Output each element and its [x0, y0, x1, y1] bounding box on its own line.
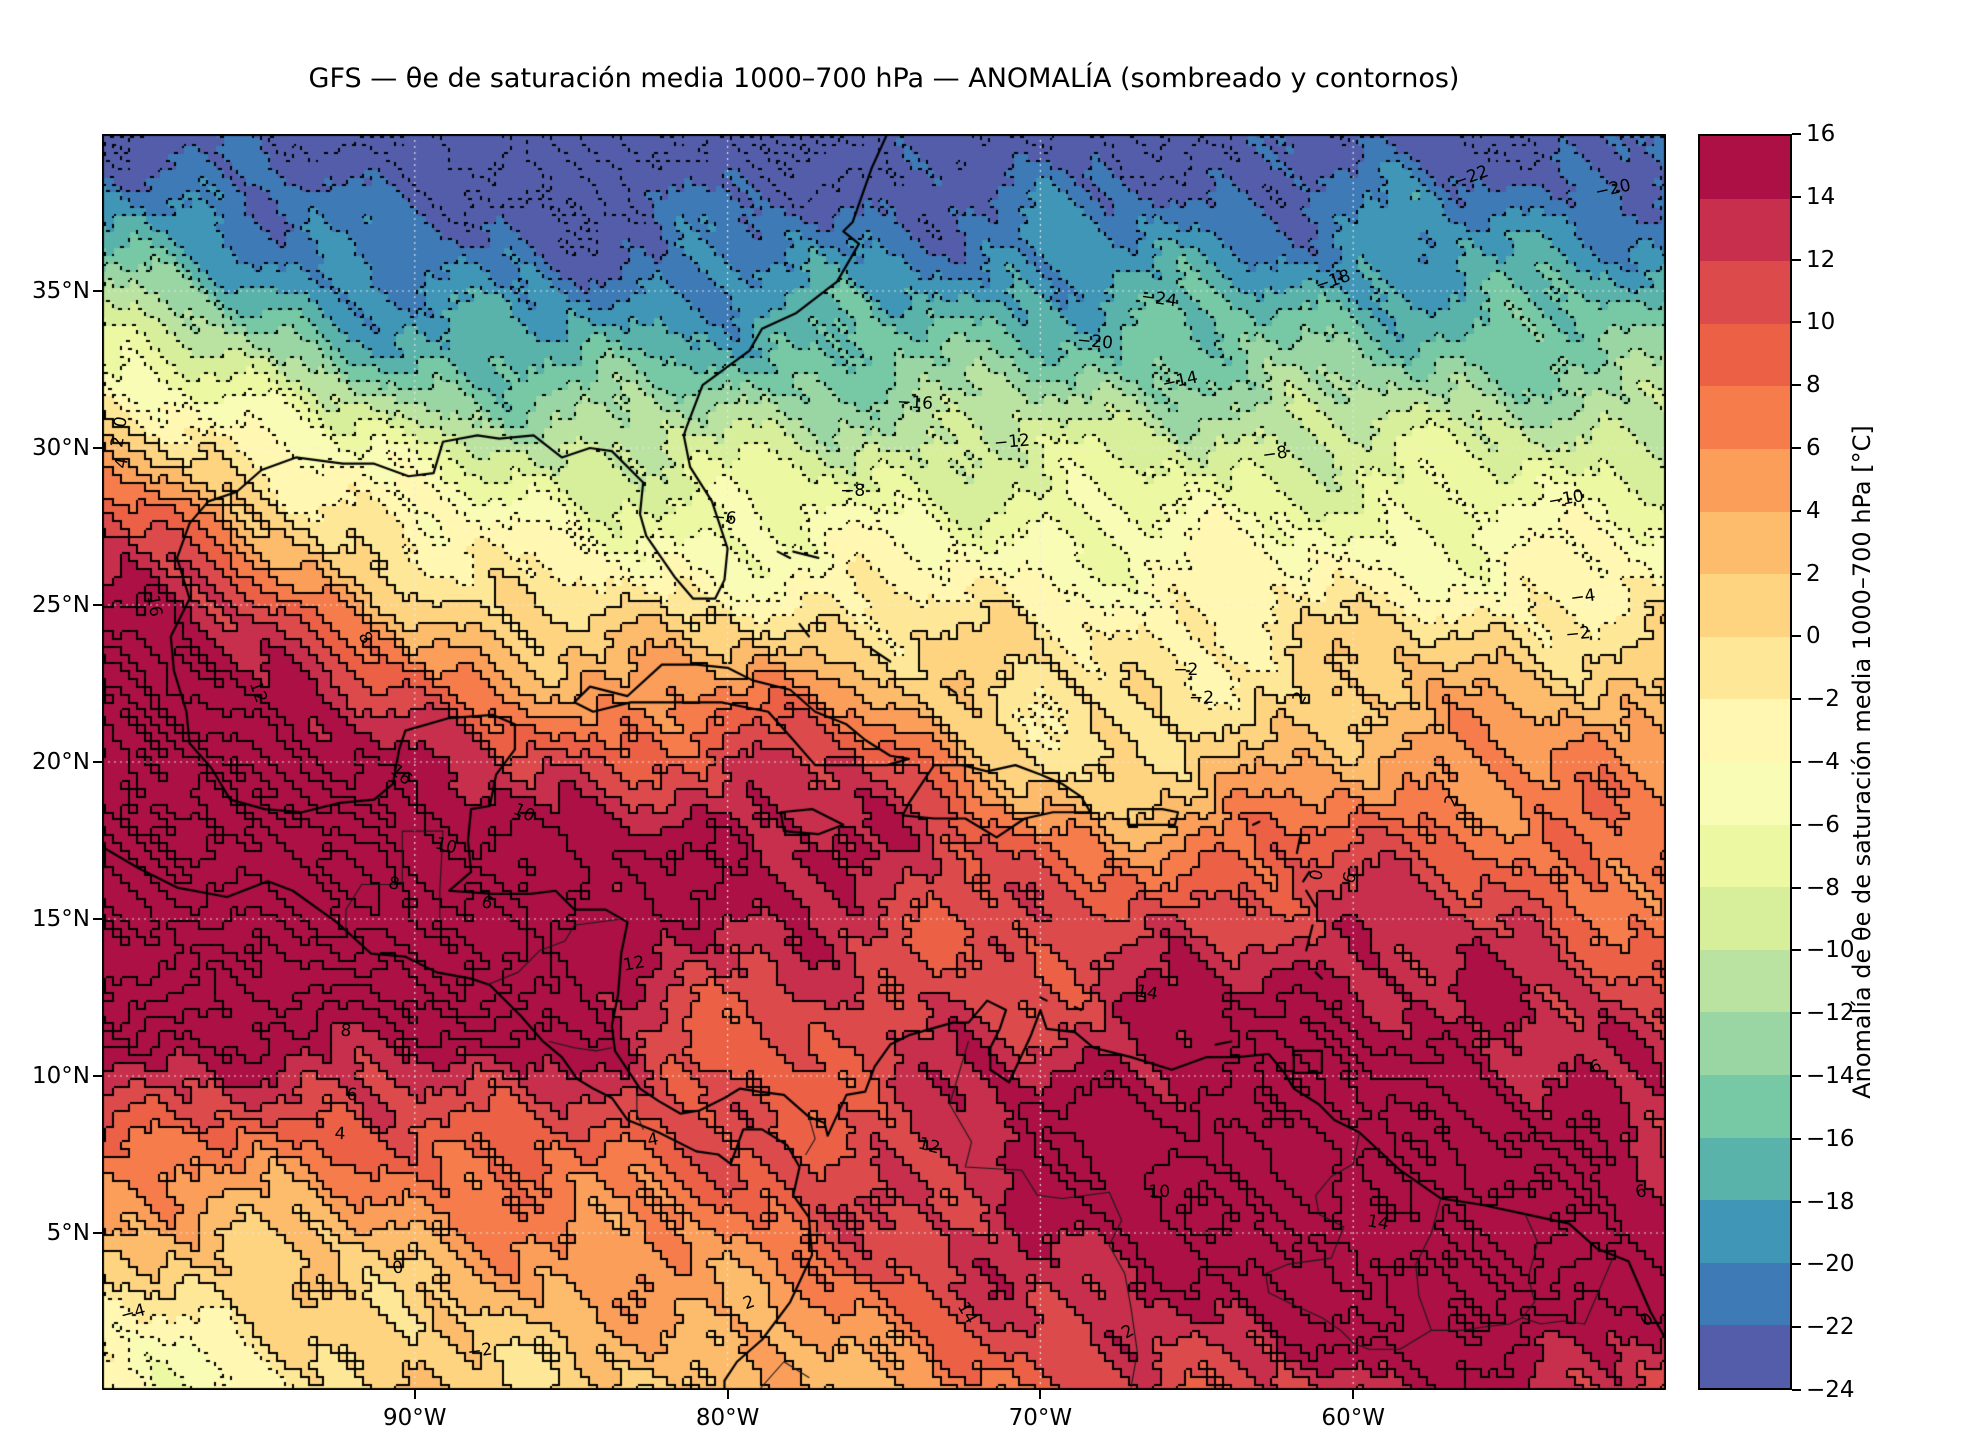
x-tick-label: 90°W: [383, 1405, 447, 1431]
colorbar-segment: [1700, 448, 1790, 512]
colorbar-tick-label: −4: [1806, 749, 1840, 775]
y-tick-label: 35°N: [32, 278, 90, 304]
colorbar-tick-mark: [1792, 1075, 1801, 1077]
y-tick-mark: [93, 604, 102, 606]
y-tick-label: 20°N: [32, 749, 90, 775]
colorbar-tick-label: 0: [1806, 623, 1821, 650]
colorbar-tick-mark: [1792, 1012, 1801, 1015]
colorbar-tick-label: 16: [1806, 121, 1836, 147]
y-tick-label: 30°N: [32, 435, 90, 461]
colorbar-tick-mark: [1792, 949, 1801, 952]
colorbar-segment: [1700, 824, 1790, 888]
y-tick-mark: [93, 761, 102, 763]
colorbar-segment: [1700, 1262, 1790, 1326]
colorbar-tick-label: 4: [1806, 497, 1821, 524]
colorbar-segment: [1700, 511, 1790, 575]
colorbar-tick-mark: [1792, 1389, 1801, 1391]
colorbar-segment: [1700, 261, 1790, 324]
colorbar: [1698, 134, 1792, 1390]
y-tick-mark: [93, 447, 102, 449]
x-tick-label: 60°W: [1321, 1405, 1385, 1431]
colorbar-tick-mark: [1792, 195, 1801, 198]
colorbar-tick-label: −16: [1806, 1125, 1855, 1152]
colorbar-tick-label: 10: [1806, 309, 1836, 336]
colorbar-segment: [1700, 887, 1790, 950]
colorbar-tick-mark: [1792, 384, 1801, 387]
colorbar-tick-mark: [1792, 1200, 1801, 1203]
x-tick-mark: [726, 1390, 729, 1399]
colorbar-tick-label: −22: [1806, 1314, 1855, 1341]
chart-title: GFS — θe de saturación media 1000–700 hP…: [308, 63, 1460, 94]
colorbar-tick-mark: [1792, 635, 1801, 638]
colorbar-tick-label: 8: [1806, 372, 1821, 399]
y-tick-label: 10°N: [32, 1063, 90, 1089]
colorbar-tick-label: −20: [1806, 1251, 1855, 1278]
colorbar-tick-label: 12: [1806, 246, 1836, 273]
colorbar-tick-label: 2: [1806, 560, 1821, 587]
y-tick-label: 15°N: [32, 906, 90, 932]
y-tick-mark: [93, 918, 102, 920]
colorbar-segment: [1700, 1137, 1790, 1201]
colorbar-tick-mark: [1792, 823, 1801, 826]
contour-map-canvas: [102, 134, 1666, 1390]
colorbar-tick-label: 14: [1806, 183, 1836, 210]
colorbar-segment: [1700, 574, 1790, 637]
colorbar-tick-label: −6: [1806, 811, 1840, 838]
colorbar-segment: [1700, 323, 1790, 387]
colorbar-segment: [1700, 699, 1790, 762]
colorbar-tick-mark: [1792, 133, 1801, 135]
y-tick-mark: [93, 1232, 102, 1234]
colorbar-tick-mark: [1792, 447, 1801, 449]
y-tick-mark: [93, 290, 102, 292]
colorbar-segment: [1700, 1325, 1790, 1388]
y-tick-label: 5°N: [46, 1220, 90, 1246]
x-tick-mark: [1352, 1390, 1355, 1399]
colorbar-segment: [1700, 949, 1790, 1013]
colorbar-tick-label: −18: [1806, 1188, 1855, 1215]
x-tick-label: 70°W: [1008, 1405, 1073, 1431]
x-tick-label: 80°W: [695, 1405, 760, 1431]
colorbar-tick-mark: [1792, 258, 1801, 261]
colorbar-tick-mark: [1792, 1137, 1801, 1140]
colorbar-segment: [1700, 198, 1790, 262]
colorbar-tick-label: 6: [1806, 435, 1821, 461]
y-tick-label: 25°N: [32, 592, 90, 618]
colorbar-segment: [1700, 386, 1790, 449]
colorbar-segment: [1700, 1074, 1790, 1138]
x-tick-mark: [413, 1390, 416, 1399]
y-tick-mark: [93, 1075, 102, 1077]
colorbar-segment: [1700, 136, 1790, 199]
colorbar-tick-mark: [1792, 321, 1801, 324]
map-plot-area: −22 −20 −18 −24 −20 −14 −16 −12 −8 −10 −8 −6 −4 −2 −2−…: [102, 134, 1666, 1390]
colorbar-label: Anomalía de θe de saturación media 1000–…: [1848, 425, 1876, 1099]
colorbar-tick-mark: [1792, 886, 1801, 889]
colorbar-tick-label: −8: [1806, 874, 1840, 901]
colorbar-tick-mark: [1792, 1326, 1801, 1329]
colorbar-tick-mark: [1792, 572, 1801, 575]
colorbar-tick-mark: [1792, 509, 1801, 512]
colorbar-segment: [1700, 1012, 1790, 1075]
colorbar-tick-mark: [1792, 698, 1801, 701]
colorbar-tick-mark: [1792, 1263, 1801, 1266]
colorbar-tick-mark: [1792, 761, 1801, 763]
colorbar-segment: [1700, 1200, 1790, 1263]
colorbar-segment: [1700, 761, 1790, 825]
colorbar-segment: [1700, 636, 1790, 700]
x-tick-mark: [1039, 1390, 1042, 1399]
colorbar-tick-label: −2: [1806, 686, 1840, 713]
colorbar-tick-label: −24: [1806, 1377, 1855, 1403]
